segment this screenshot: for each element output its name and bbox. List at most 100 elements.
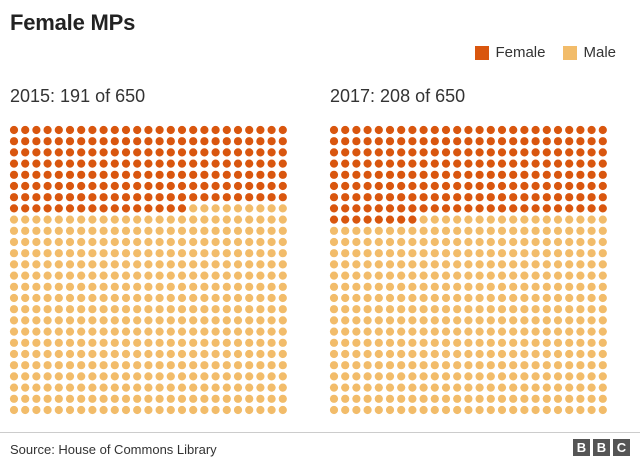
male-mp-dot	[441, 338, 451, 347]
male-mp-dot	[267, 327, 276, 336]
female-mp-dot	[166, 125, 175, 135]
male-mp-dot	[211, 237, 220, 247]
male-mp-dot	[397, 226, 406, 235]
male-mp-dot	[352, 260, 361, 269]
male-mp-dot	[385, 316, 395, 325]
female-mp-dot	[65, 137, 75, 146]
male-mp-dot	[341, 305, 350, 314]
male-mp-dot	[43, 305, 52, 314]
female-mp-dot	[211, 193, 220, 202]
female-mp-dot	[542, 193, 551, 202]
male-mp-dot	[245, 293, 254, 303]
male-mp-dot	[77, 215, 86, 224]
female-mp-dot	[385, 181, 395, 191]
male-mp-dot	[267, 383, 276, 392]
male-mp-dot	[453, 305, 462, 314]
male-mp-dot	[430, 327, 439, 336]
female-mp-dot	[464, 181, 473, 191]
male-mp-dot	[374, 349, 383, 359]
female-mp-dot	[54, 193, 63, 202]
male-mp-dot	[144, 305, 153, 314]
male-mp-dot	[475, 349, 484, 359]
female-mp-dot	[99, 170, 108, 179]
female-mp-dot	[245, 193, 254, 202]
male-mp-dot	[144, 282, 153, 291]
female-mp-dot	[121, 125, 131, 135]
male-mp-dot	[397, 260, 406, 269]
male-mp-dot	[352, 282, 361, 291]
male-mp-dot	[509, 316, 518, 325]
male-mp-dot	[88, 271, 97, 280]
male-mp-dot	[99, 383, 108, 392]
male-mp-dot	[233, 405, 243, 415]
male-mp-dot	[497, 226, 507, 235]
female-mp-dot	[430, 125, 439, 135]
female-mp-dot	[341, 148, 350, 157]
male-mp-dot	[553, 361, 563, 370]
male-mp-dot	[385, 327, 395, 336]
male-mp-dot	[419, 383, 428, 392]
female-mp-dot	[121, 193, 131, 202]
male-mp-dot	[177, 372, 187, 381]
male-mp-dot	[133, 372, 142, 381]
male-mp-dot	[222, 327, 231, 336]
male-mp-dot	[77, 260, 86, 269]
male-mp-dot	[497, 316, 507, 325]
female-mp-dot	[189, 159, 198, 168]
male-mp-dot	[177, 394, 187, 403]
female-mp-dot	[385, 215, 395, 224]
footer-divider	[0, 432, 640, 433]
male-mp-dot	[475, 372, 484, 381]
female-mp-dot	[177, 159, 187, 168]
female-mp-dot	[110, 204, 119, 213]
female-mp-dot	[32, 204, 41, 213]
male-mp-dot	[565, 282, 574, 291]
male-mp-dot	[352, 394, 361, 403]
male-mp-dot	[65, 293, 75, 303]
male-mp-dot	[222, 383, 231, 392]
male-mp-dot	[542, 249, 551, 258]
male-mp-dot	[576, 260, 585, 269]
female-mp-dot	[341, 170, 350, 179]
female-mp-dot	[520, 125, 529, 135]
female-mp-dot	[155, 125, 164, 135]
male-mp-dot	[144, 405, 153, 415]
male-mp-dot	[245, 282, 254, 291]
male-mp-dot	[267, 260, 276, 269]
male-mp-dot	[430, 338, 439, 347]
male-mp-dot	[374, 226, 383, 235]
male-mp-dot	[256, 316, 265, 325]
male-mp-dot	[77, 327, 86, 336]
female-mp-dot	[352, 204, 361, 213]
male-mp-dot	[21, 327, 30, 336]
female-mp-dot	[352, 148, 361, 157]
male-mp-dot	[587, 394, 596, 403]
female-mp-dot	[453, 137, 462, 146]
male-mp-dot	[133, 237, 142, 247]
male-mp-dot	[497, 305, 507, 314]
male-mp-dot	[576, 215, 585, 224]
male-mp-dot	[397, 349, 406, 359]
male-mp-dot	[278, 316, 287, 325]
male-mp-dot	[133, 282, 142, 291]
male-mp-dot	[385, 237, 395, 247]
female-mp-dot	[441, 137, 451, 146]
female-mp-dot	[189, 193, 198, 202]
female-mp-dot	[374, 148, 383, 157]
male-mp-dot	[565, 271, 574, 280]
male-mp-dot	[110, 226, 119, 235]
female-mp-dot	[430, 204, 439, 213]
male-mp-dot	[99, 316, 108, 325]
male-mp-dot	[329, 293, 339, 303]
male-mp-dot	[200, 405, 209, 415]
male-mp-dot	[43, 226, 52, 235]
male-mp-dot	[553, 338, 563, 347]
female-mp-dot	[155, 193, 164, 202]
waffle-chart-2017	[329, 125, 607, 415]
male-mp-dot	[374, 282, 383, 291]
male-mp-dot	[77, 349, 86, 359]
female-mp-dot	[99, 204, 108, 213]
male-mp-dot	[329, 271, 339, 280]
male-mp-dot	[385, 293, 395, 303]
male-mp-dot	[598, 293, 607, 303]
